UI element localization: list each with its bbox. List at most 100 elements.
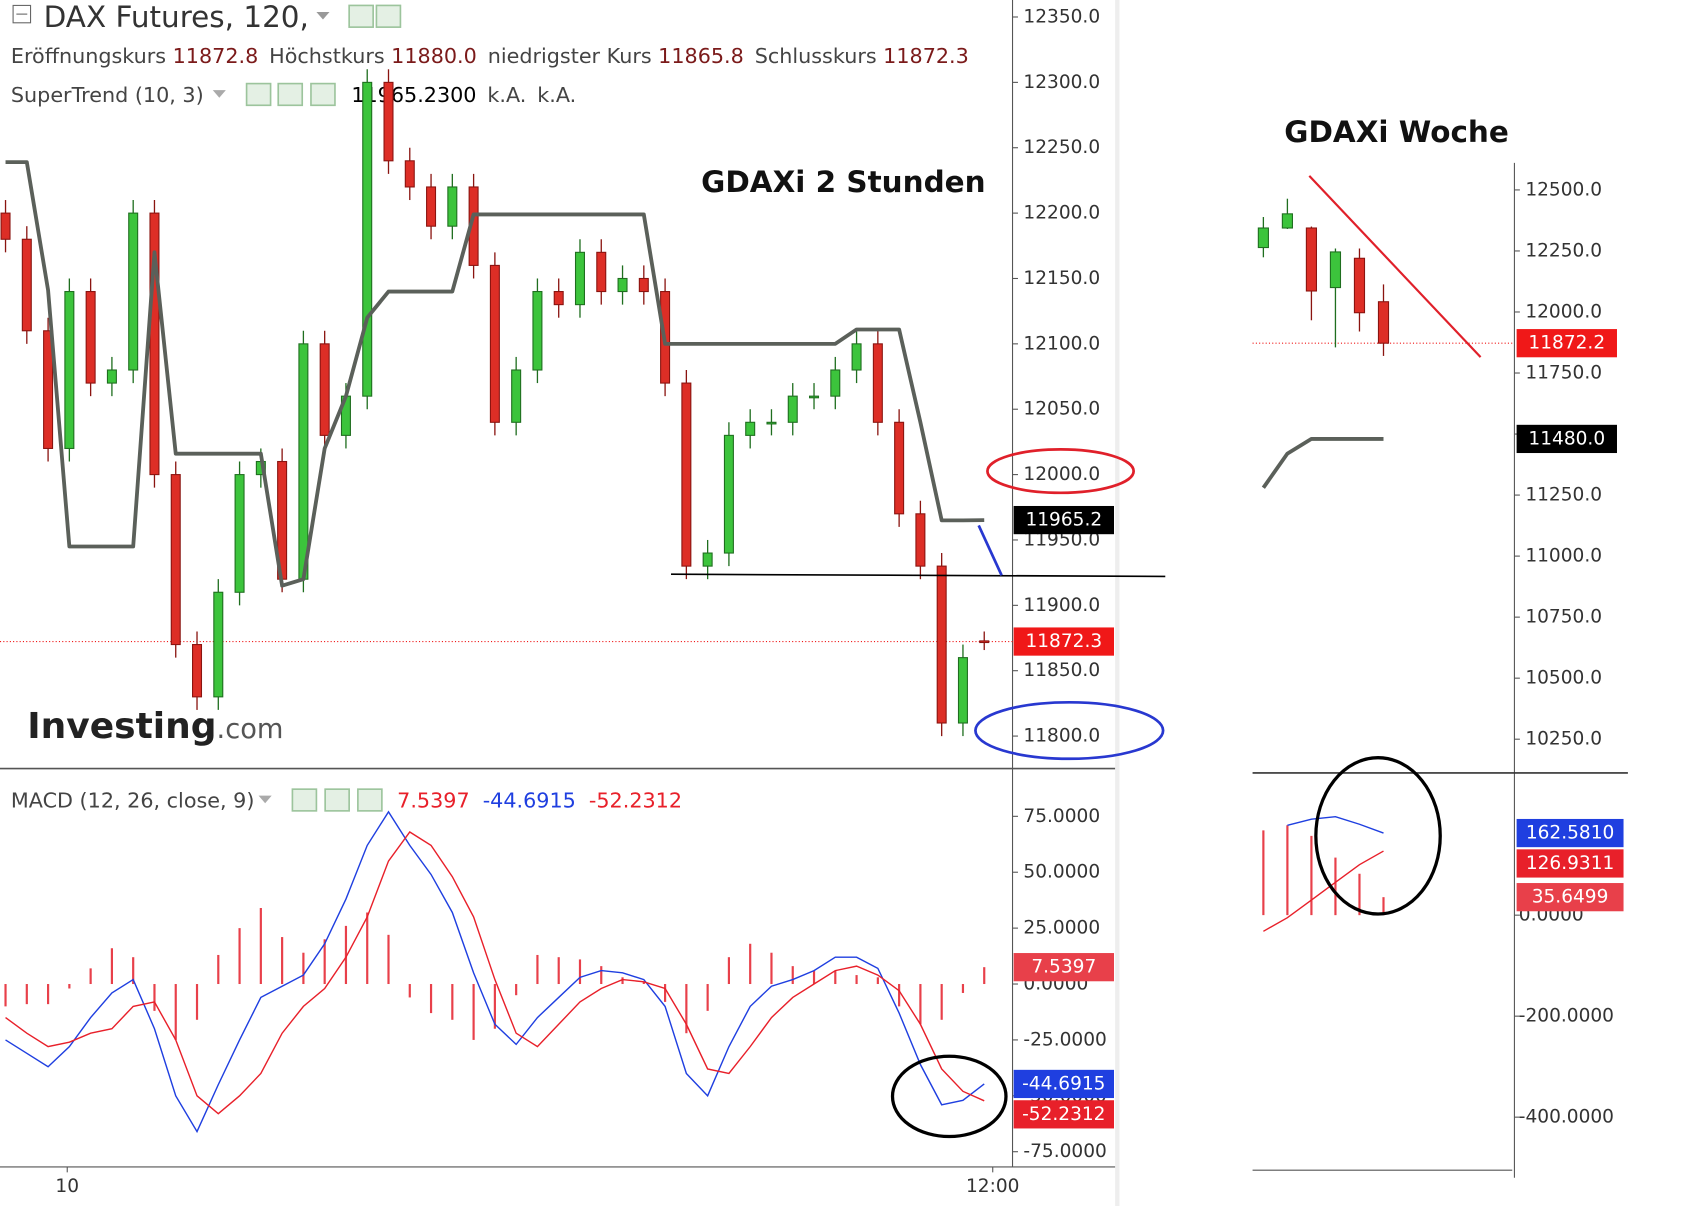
candle-body: [213, 591, 224, 698]
candle-body: [21, 238, 32, 332]
logo: Investing.com: [27, 706, 283, 747]
settings-icon[interactable]: [375, 4, 402, 28]
y-tick-label: 12150.0: [1023, 268, 1100, 289]
ohlc-label: niedrigster Kurs: [488, 44, 652, 68]
visibility-icon[interactable]: [348, 4, 374, 28]
ohlc-value: 11880.0: [391, 44, 477, 68]
candle-body: [319, 343, 330, 436]
price-tag-label: 11480.0: [1528, 428, 1605, 449]
panel-edge: [1115, 0, 1120, 1206]
candle-body: [128, 212, 139, 371]
y-tick-label: 12500.0: [1525, 179, 1602, 200]
settings-icon[interactable]: [324, 788, 350, 812]
candle-body: [766, 421, 777, 425]
ohlc-legend: Eröffnungskurs 11872.8 Höchstkurs 11880.0 ni…: [11, 44, 969, 68]
y-tick-label: 12350.0: [1023, 7, 1100, 28]
candle-body: [553, 291, 564, 306]
candle-body: [872, 343, 883, 423]
y-tick-label: -400.0000: [1519, 1107, 1614, 1128]
collapse-icon[interactable]: [12, 4, 32, 24]
macd-value: -44.6915: [483, 789, 576, 813]
price-tag-label: 7.5397: [1031, 957, 1096, 978]
indicator-values: 11965.2300 k.A. k.A.: [351, 83, 576, 107]
candle-body: [957, 657, 968, 724]
candle-body: [638, 277, 649, 293]
candle-body: [149, 212, 160, 476]
candle-body: [192, 644, 203, 698]
macd-title: MACD (12, 26, close, 9): [11, 789, 255, 813]
y-tick-label: 11950.0: [1023, 529, 1100, 550]
price-tag: [1013, 1100, 1114, 1129]
logo-suffix: .com: [217, 714, 284, 745]
x-tick-label: 10: [55, 1176, 79, 1197]
x-tick-label: 12:00: [966, 1176, 1019, 1197]
macd-line: [5, 810, 985, 1134]
candle-body: [64, 291, 75, 449]
indicator-value: k.A.: [537, 83, 576, 107]
candle-body: [106, 369, 117, 384]
price-tag-label: 162.5810: [1526, 823, 1615, 844]
y-tick-label: 12000.0: [1023, 464, 1100, 485]
candle-body: [489, 264, 500, 423]
candle-body: [532, 291, 543, 371]
candle-body: [617, 277, 628, 293]
price-tag-label: 11872.3: [1025, 631, 1102, 652]
y-tick-label: 11800.0: [1023, 726, 1100, 747]
y-tick-label: 10250.0: [1525, 729, 1602, 750]
price-tag: [1013, 1069, 1114, 1099]
remove-icon[interactable]: [310, 82, 336, 107]
candle-body: [979, 640, 990, 644]
indicator-value: k.A.: [487, 83, 526, 107]
remove-icon[interactable]: [357, 788, 383, 812]
annotation-ellipse: [890, 1054, 1008, 1139]
candle-body: [0, 212, 11, 240]
visibility-icon[interactable]: [245, 82, 272, 107]
candle-body: [851, 343, 862, 371]
dropdown[interactable]: [258, 795, 272, 804]
logo-brand: Investing: [27, 706, 216, 747]
dropdown[interactable]: [316, 11, 330, 20]
ohlc-label: Eröffnungskurs: [11, 44, 166, 68]
price-tag: [1013, 505, 1114, 535]
candle-body: [383, 81, 394, 162]
price-tag: [1516, 424, 1617, 454]
y-tick-label: 12100.0: [1023, 333, 1100, 354]
visibility-icon[interactable]: [291, 788, 318, 812]
candle-body: [511, 369, 522, 423]
candle-body: [1353, 257, 1366, 314]
candle-body: [936, 565, 947, 724]
y-tick-label: -25.0000: [1023, 1029, 1106, 1050]
price-tag-label: 126.9311: [1526, 853, 1615, 874]
y-tick-label: 11900.0: [1023, 595, 1100, 616]
candle-body: [1329, 251, 1342, 289]
price-tag-label: 11965.2: [1025, 510, 1102, 531]
support-line: [671, 573, 1166, 578]
price-tag: [1013, 953, 1114, 982]
macd-line: [1263, 850, 1384, 932]
ohlc-value: 11872.8: [173, 44, 259, 68]
indicator-label: SuperTrend (10, 3): [11, 83, 204, 107]
dropdown[interactable]: [212, 90, 226, 98]
y-tick-label: 25.0000: [1023, 918, 1100, 939]
macd-value: 7.5397: [397, 789, 469, 813]
candle-body: [745, 421, 756, 436]
candle-body: [1257, 227, 1269, 249]
annotation-ellipse: [1314, 756, 1442, 916]
candle-body: [1281, 213, 1293, 229]
y-tick-label: 11250.0: [1525, 485, 1602, 506]
price-tag-label: 35.6499: [1532, 887, 1609, 908]
candle-body: [915, 513, 926, 567]
candle-body: [234, 474, 245, 593]
candle-body: [362, 81, 373, 397]
annotation-line: [977, 524, 1003, 576]
trend-line: [1308, 175, 1482, 358]
y-tick-label: 12250.0: [1023, 137, 1100, 158]
ohlc-label: Schlusskurs: [755, 44, 877, 68]
y-tick-label: 11750.0: [1525, 363, 1602, 384]
candle-body: [426, 186, 437, 227]
y-tick-label: 50.0000: [1023, 862, 1100, 883]
settings-icon[interactable]: [277, 82, 304, 107]
